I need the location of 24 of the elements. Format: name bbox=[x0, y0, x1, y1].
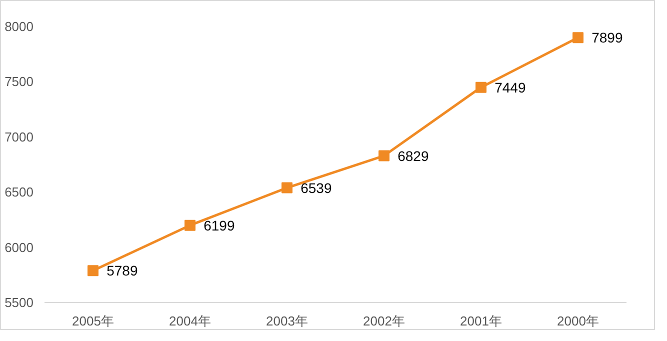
y-tick-label: 7000 bbox=[4, 129, 34, 144]
y-tick-label: 5500 bbox=[4, 295, 34, 310]
x-tick-label: 2005年 bbox=[72, 314, 114, 328]
data-label: 5789 bbox=[106, 262, 138, 279]
y-tick-label: 8000 bbox=[4, 19, 34, 34]
x-tick-label: 2000年 bbox=[557, 314, 599, 328]
point bbox=[282, 182, 292, 194]
point bbox=[184, 220, 196, 231]
x-tick-label: 2002年 bbox=[363, 314, 405, 328]
point bbox=[378, 150, 390, 162]
point bbox=[88, 265, 98, 276]
point bbox=[476, 82, 486, 93]
data-label: 6539 bbox=[300, 180, 332, 196]
x-tick-label: 2004年 bbox=[169, 314, 211, 328]
data-label: 7899 bbox=[592, 30, 623, 46]
data-label: 6829 bbox=[398, 148, 429, 164]
x-tick-label: 2001年 bbox=[460, 314, 502, 328]
y-tick-label: 6500 bbox=[4, 184, 34, 200]
y-tick-label: 6000 bbox=[4, 240, 34, 255]
point bbox=[572, 32, 584, 44]
data-label: 6199 bbox=[204, 217, 235, 234]
x-tick-label: 2003年 bbox=[266, 314, 308, 328]
data-label: 7449 bbox=[494, 79, 526, 96]
y-tick-label: 7500 bbox=[4, 74, 34, 90]
